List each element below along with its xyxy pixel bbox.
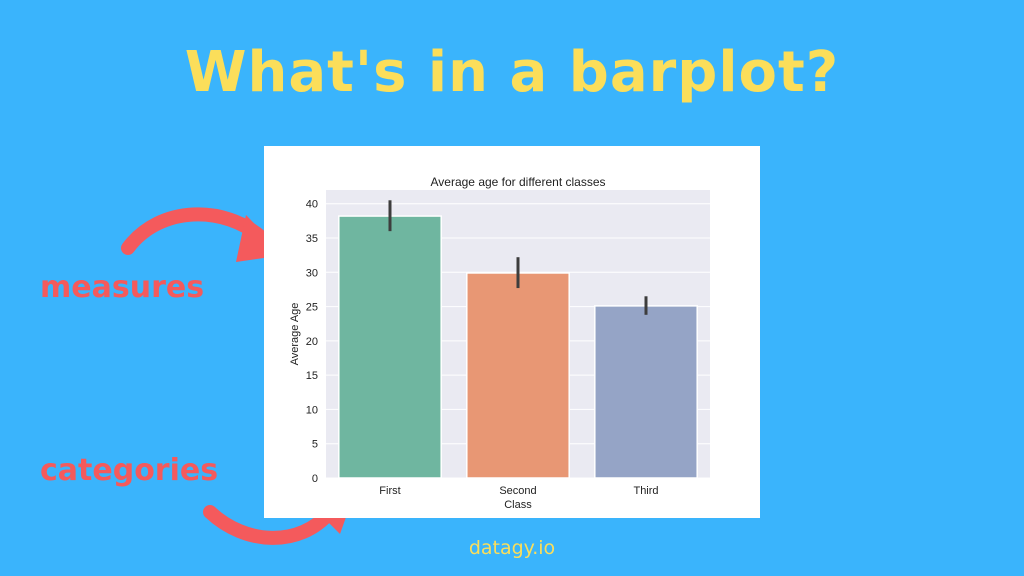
bar-chart: Average age for different classes 0 5 10 15… (289, 175, 710, 511)
footer-brand: datagy.io (468, 537, 556, 559)
y-tick-label: 25 (306, 302, 318, 314)
y-tick-label: 5 (312, 439, 318, 451)
x-tick-label: First (379, 485, 400, 497)
measures-arrow (121, 207, 285, 262)
y-tick-label: 20 (306, 336, 318, 348)
y-tick-label: 40 (306, 199, 318, 211)
measures-label: measures (40, 270, 205, 305)
y-tick-label: 15 (306, 370, 318, 382)
x-tick-labels: First Second Third (379, 485, 658, 497)
x-tick-label: Third (633, 485, 658, 497)
bar-first (338, 215, 442, 479)
chart-panel: Average age for different classes 0 5 10 15… (264, 146, 760, 518)
x-axis-label: Class (504, 499, 532, 511)
bars (338, 215, 698, 479)
error-bars (388, 200, 648, 315)
bar-second (466, 272, 570, 479)
categories-label: categories (40, 453, 219, 488)
x-tick-label: Second (499, 485, 536, 497)
bar-third (594, 305, 698, 479)
y-tick-labels: 0 5 10 15 20 25 30 35 40 (306, 199, 318, 485)
y-tick-label: 0 (312, 473, 318, 485)
chart-title: Average age for different classes (431, 175, 606, 189)
y-tick-label: 35 (306, 233, 318, 245)
headline: What's in a barplot? (184, 40, 840, 105)
y-tick-label: 10 (306, 404, 318, 416)
y-tick-label: 30 (306, 267, 318, 279)
y-axis-label: Average Age (289, 303, 301, 366)
